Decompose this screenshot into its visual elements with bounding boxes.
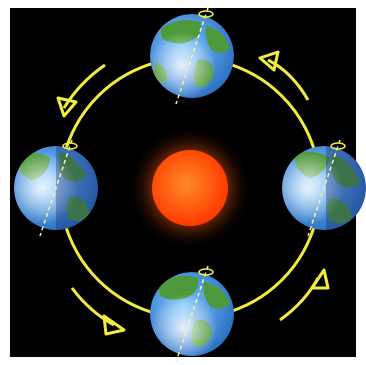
- axis-rotation-marker: [198, 268, 214, 276]
- sun: [128, 126, 252, 250]
- orbit-arrow-bottom-right: [279, 268, 330, 322]
- orbit-arrow-bottom-left: [70, 287, 126, 336]
- earth-axis: [39, 139, 73, 237]
- earth-bottom: [150, 265, 234, 363]
- orbit-arrow-top-right: [258, 50, 310, 101]
- earth-axis: [307, 139, 341, 237]
- earth-axis: [175, 265, 209, 363]
- orbit-arrow-top-left: [56, 63, 106, 118]
- earth-top: [150, 7, 234, 105]
- axis-rotation-marker: [330, 142, 346, 150]
- earth-axis: [175, 7, 209, 105]
- axis-rotation-marker: [62, 142, 78, 150]
- earth-left: [14, 139, 98, 237]
- orbit-arrows: [56, 50, 330, 336]
- sun-core: [152, 150, 228, 226]
- axis-rotation-marker: [198, 10, 214, 18]
